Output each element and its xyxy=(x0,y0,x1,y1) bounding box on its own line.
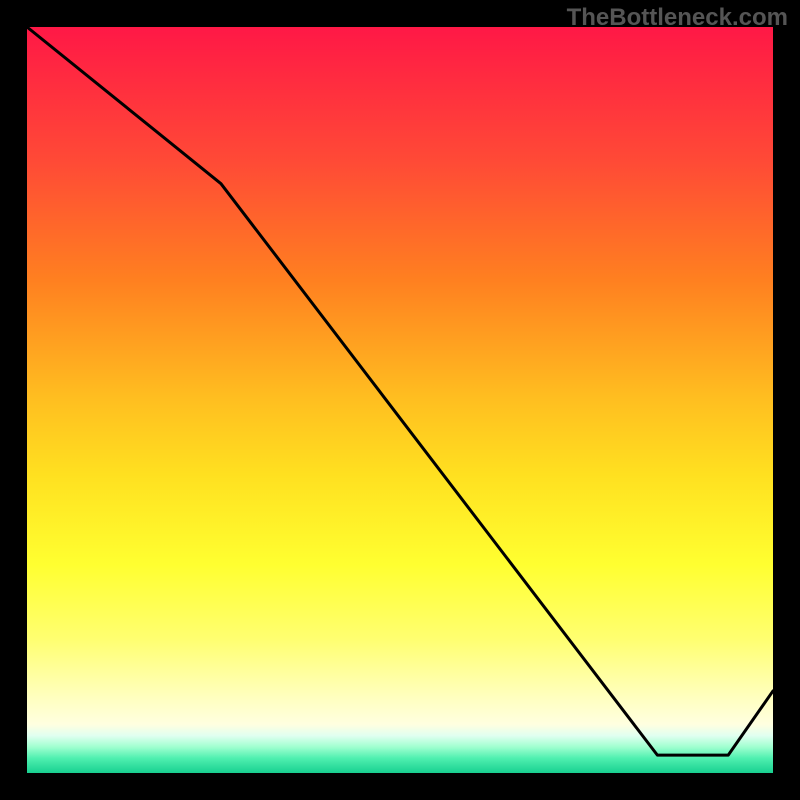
bottleneck-line xyxy=(27,27,773,755)
line-chart-svg xyxy=(27,27,773,773)
chart-container: TheBottleneck.com xyxy=(0,0,800,800)
